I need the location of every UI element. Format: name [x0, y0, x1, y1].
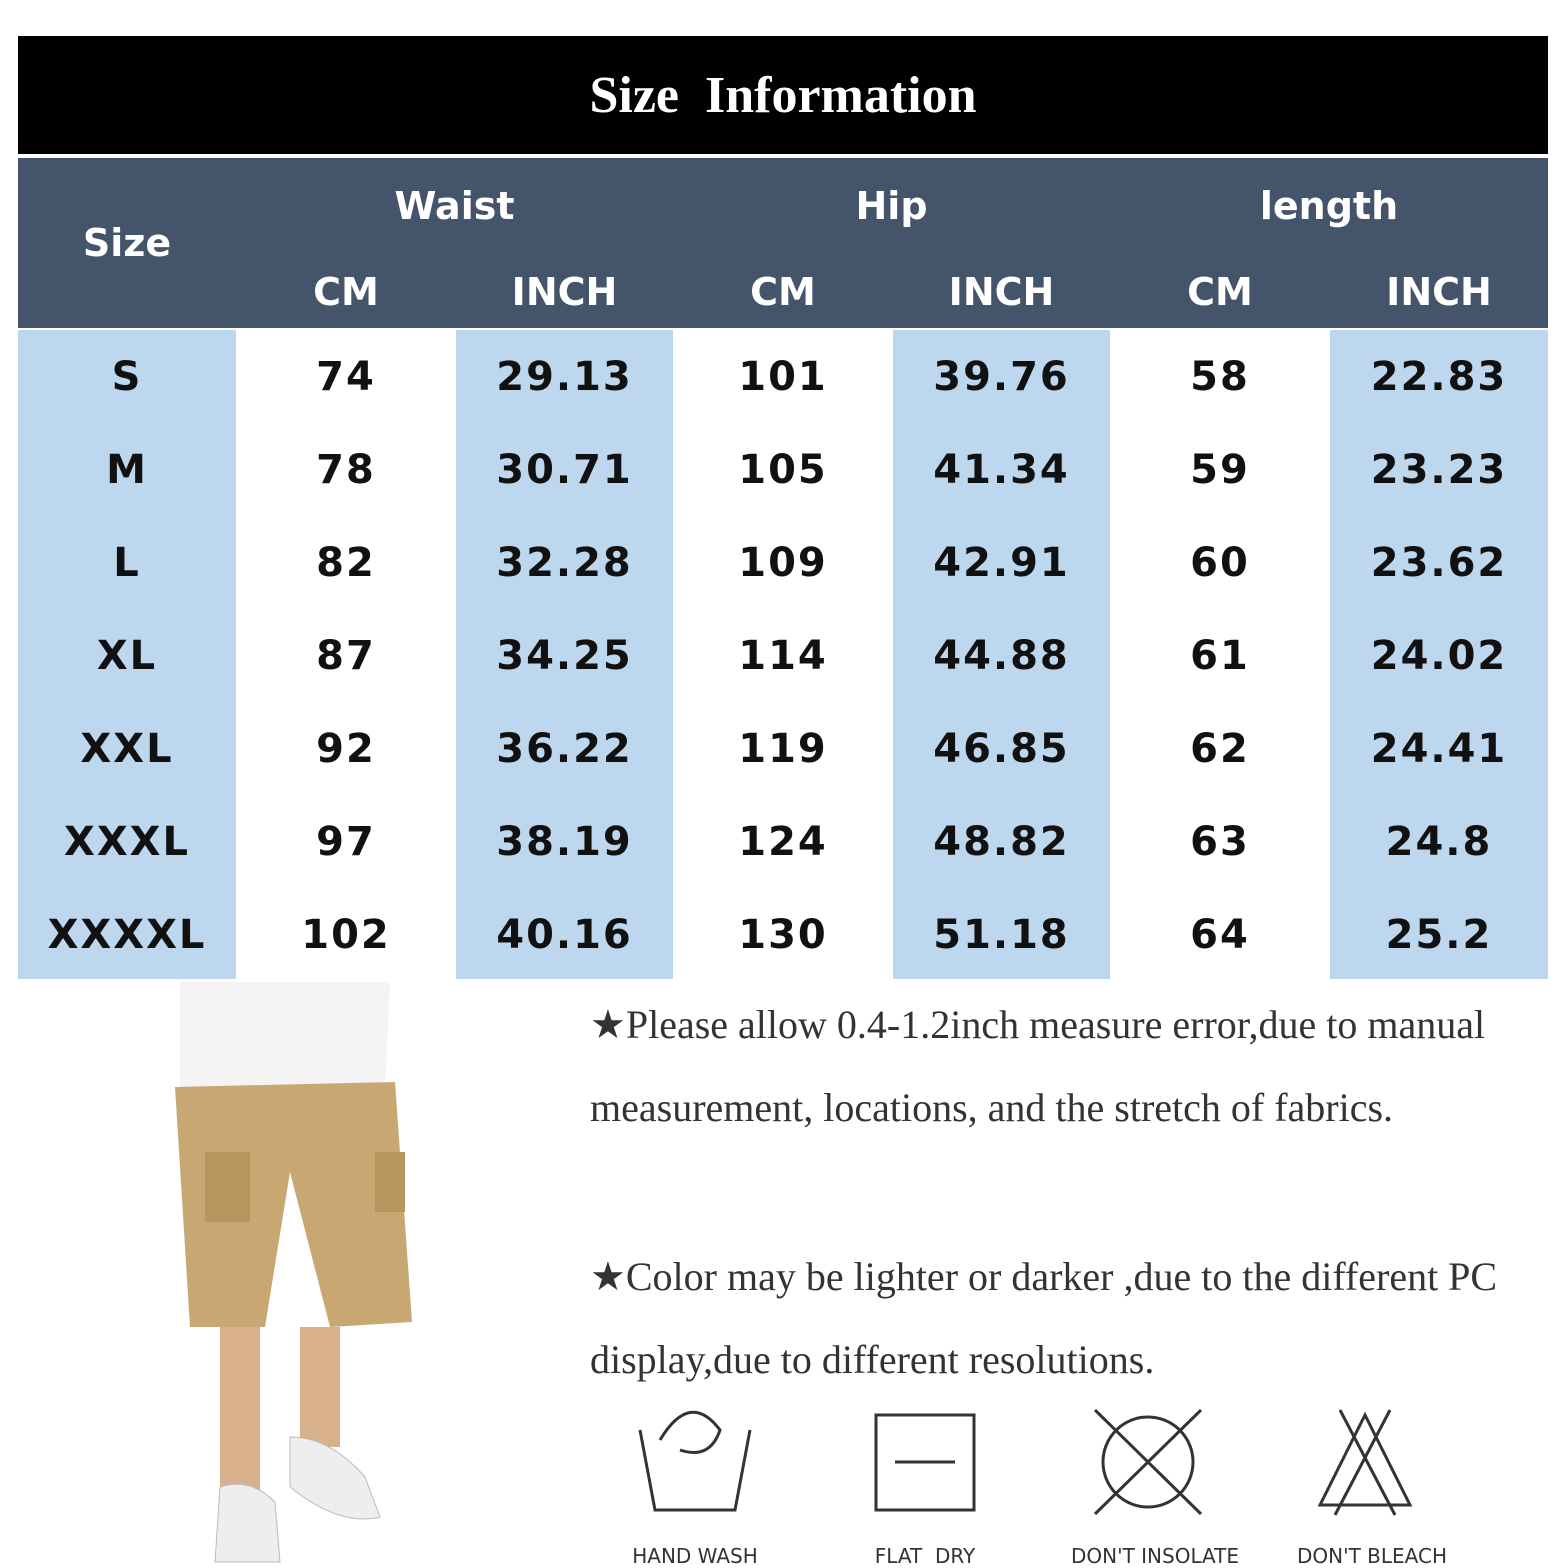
column-shade [18, 330, 236, 979]
size-cell: L [113, 539, 141, 586]
value-cell: 44.88 [933, 632, 1070, 679]
icon-label: DON'T BLEACH [1296, 1544, 1448, 1568]
product-photo [175, 982, 412, 1563]
value-cell: 41.34 [933, 446, 1070, 493]
value-cell: 24.8 [1385, 818, 1493, 865]
value-cell: 92 [316, 725, 376, 772]
icon-label: HAND WASH [632, 1544, 758, 1568]
value-cell: 29.13 [496, 353, 633, 400]
value-cell: 63 [1190, 818, 1250, 865]
column-shade [1330, 330, 1548, 979]
value-cell: 109 [738, 539, 828, 586]
size-cell: XL [96, 632, 158, 679]
value-cell: 59 [1190, 446, 1250, 493]
value-cell: 32.28 [496, 539, 633, 586]
icon-label: FLAT DRY [874, 1544, 976, 1568]
size-cell: XXXL [63, 818, 190, 865]
value-cell: 23.23 [1370, 446, 1508, 493]
icon-label: DON'T INSOLATE [1070, 1544, 1240, 1568]
value-cell: 124 [738, 818, 828, 865]
value-cell: 78 [316, 446, 376, 493]
value-cell: 61 [1190, 632, 1250, 679]
value-cell: 82 [316, 539, 376, 586]
value-cell: 119 [738, 725, 828, 772]
unit-heading: INCH [511, 270, 618, 314]
value-cell: 114 [738, 632, 828, 679]
note: ★Color may be lighter or darker ,due to … [590, 1254, 1498, 1382]
value-cell: 38.19 [496, 818, 633, 865]
value-cell: 64 [1190, 911, 1250, 958]
value-cell: 24.41 [1370, 725, 1508, 772]
value-cell: 25.2 [1385, 911, 1493, 958]
value-cell: 62 [1190, 725, 1250, 772]
size-cell: XXL [80, 725, 174, 772]
value-cell: 24.02 [1370, 632, 1508, 679]
unit-heading: INCH [1386, 270, 1492, 314]
size-cell: XXXXL [47, 911, 207, 958]
flat-dry-icon [874, 1413, 976, 1512]
value-cell: 58 [1190, 353, 1250, 400]
value-cell: 97 [316, 818, 376, 865]
dont-insolate-icon [1093, 1408, 1203, 1516]
value-cell: 105 [738, 446, 828, 493]
value-cell: 22.83 [1370, 353, 1508, 400]
group-heading: Hip [855, 184, 928, 228]
size-cell: M [106, 446, 148, 493]
value-cell: 48.82 [933, 818, 1070, 865]
value-cell: 74 [316, 353, 376, 400]
unit-heading: CM [313, 270, 379, 314]
value-cell: 51.18 [933, 911, 1070, 958]
value-cell: 36.22 [496, 725, 633, 772]
value-cell: 30.71 [496, 446, 633, 493]
value-cell: 102 [301, 911, 391, 958]
value-cell: 60 [1190, 539, 1250, 586]
table-header: Size Waist Hip length CM INCH CM INCH CM INCH [18, 158, 1548, 328]
value-cell: 42.91 [933, 539, 1070, 586]
value-cell: 39.76 [933, 353, 1070, 400]
note: ★Please allow 0.4-1.2inch measure error,… [590, 1002, 1486, 1130]
dont-bleach-icon [1317, 1409, 1413, 1516]
value-cell: 40.16 [496, 911, 633, 958]
size-heading: Size [82, 221, 172, 265]
value-cell: 34.25 [496, 632, 633, 679]
hand-wash-icon [638, 1410, 752, 1512]
group-heading: Waist [394, 184, 515, 228]
value-cell: 101 [738, 353, 828, 400]
unit-heading: INCH [948, 270, 1055, 314]
column-shade [456, 330, 673, 979]
value-cell: 46.85 [933, 725, 1070, 772]
title-bar: Size Information [18, 36, 1548, 154]
value-cell: 87 [316, 632, 376, 679]
value-cell: 130 [738, 911, 828, 958]
size-cell: S [111, 353, 143, 400]
unit-heading: CM [750, 270, 816, 314]
unit-heading: CM [1187, 270, 1253, 314]
value-cell: 23.62 [1370, 539, 1508, 586]
column-shade [893, 330, 1110, 979]
group-heading: length [1259, 184, 1399, 228]
